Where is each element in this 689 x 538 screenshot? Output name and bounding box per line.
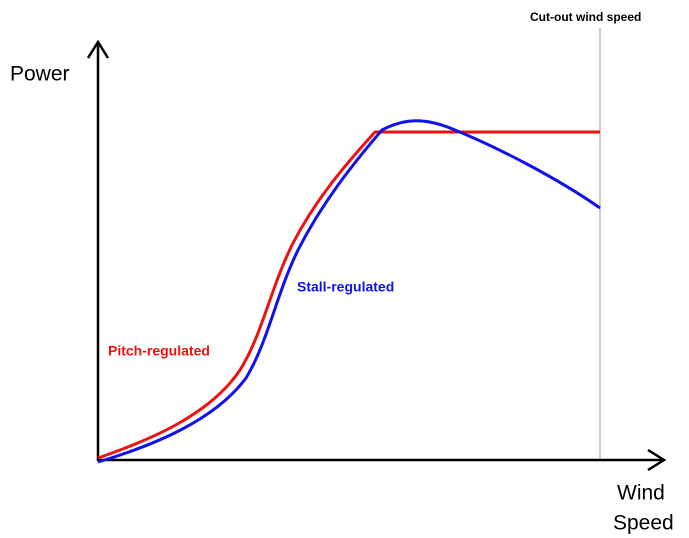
pitch-curve xyxy=(97,130,600,460)
pitch-label: Pitch-regulated xyxy=(108,343,210,359)
stall-label: Stall-regulated xyxy=(297,279,394,295)
x-axis-label: Speed xyxy=(613,512,674,535)
y-axis-arrow xyxy=(86,39,110,59)
y-axis-label: Power xyxy=(10,63,70,86)
x-axis-arrow xyxy=(647,448,667,472)
x-axis-label: Wind xyxy=(617,482,665,505)
cut-out-label: Cut-out wind speed xyxy=(530,10,641,24)
stall-curve xyxy=(97,119,601,464)
